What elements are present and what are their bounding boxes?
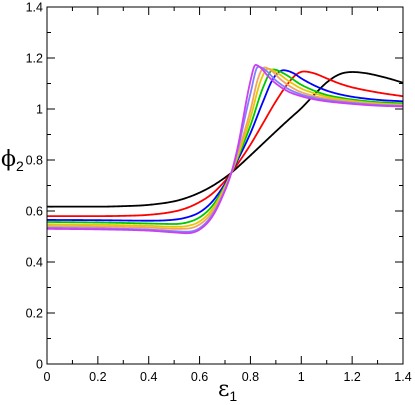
tick-labels: 0 0.2 0.4 0.6 0.8 1 1.2 1.4 0 0.2 0.4 0.6 0.8 1 1.2 1.4 bbox=[26, 1, 412, 385]
plot-frame bbox=[46, 6, 404, 365]
y-tick-label: 1.4 bbox=[26, 1, 43, 15]
series-line-8 bbox=[47, 63, 403, 235]
y-axis-label: ϕ2 bbox=[1, 147, 24, 174]
y-tick-label: 0.2 bbox=[26, 307, 43, 321]
series-line-1 bbox=[47, 71, 403, 208]
x-axis-label: ε1 bbox=[218, 377, 237, 404]
x-tick-label: 0.2 bbox=[89, 370, 106, 384]
x-tick-label: 1.2 bbox=[343, 370, 360, 384]
x-tick-label: 0 bbox=[44, 370, 51, 384]
series-layer bbox=[47, 63, 403, 235]
y-axis-label-subscript: 2 bbox=[16, 158, 24, 174]
y-tick-label: 0.6 bbox=[26, 205, 43, 219]
y-tick-label: 0.4 bbox=[26, 256, 43, 270]
y-tick-label: 1.2 bbox=[26, 52, 43, 66]
y-tick-label: 0 bbox=[36, 358, 43, 372]
x-tick-label: 1.4 bbox=[394, 370, 411, 384]
x-tick-label: 0.4 bbox=[140, 370, 157, 384]
x-tick-label: 0.8 bbox=[242, 370, 259, 384]
y-tick-label: 0.8 bbox=[26, 154, 43, 168]
x-tick-label: 1 bbox=[298, 370, 305, 384]
x-axis-label-subscript: 1 bbox=[229, 388, 237, 404]
x-tick-label: 0.6 bbox=[191, 370, 208, 384]
y-tick-label: 1 bbox=[36, 103, 43, 117]
series-line-2 bbox=[47, 70, 403, 217]
y-axis-label-symbol: ϕ bbox=[1, 147, 16, 172]
x-axis-label-symbol: ε bbox=[218, 377, 229, 402]
